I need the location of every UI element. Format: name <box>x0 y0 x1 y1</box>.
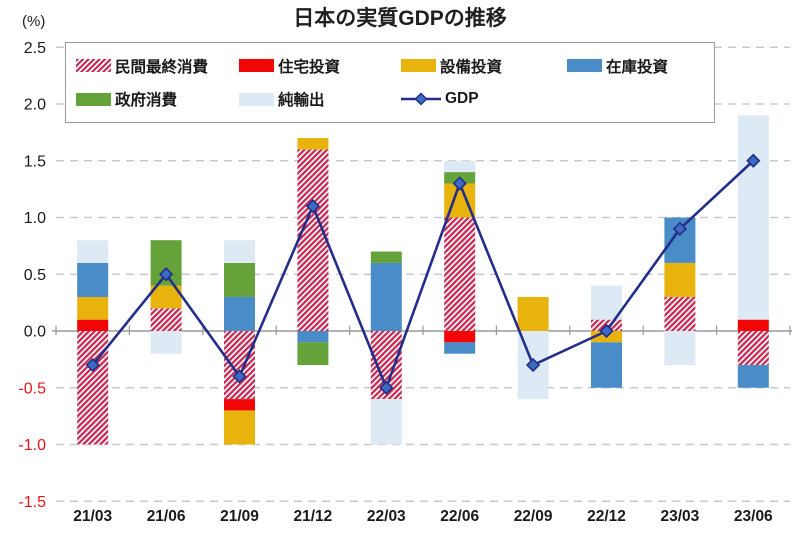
legend-item-純輸出: 純輸出 <box>239 88 401 110</box>
y-tick-label: 2.5 <box>24 40 46 57</box>
bar-segment-在庫投資 <box>737 365 769 388</box>
bar-segment-純輸出 <box>591 285 622 320</box>
x-tick-label: 22/12 <box>587 508 626 525</box>
bar-segment-純輸出 <box>150 331 182 354</box>
legend-item-設備投資: 設備投資 <box>401 55 567 77</box>
x-tick-label: 22/03 <box>367 508 406 525</box>
legend-swatch-純輸出 <box>239 92 274 106</box>
bar-segment-在庫投資 <box>224 296 255 331</box>
bar-segment-在庫投資 <box>370 262 402 331</box>
y-tick-label: 1.0 <box>24 210 46 227</box>
bar-segment-住宅投資 <box>77 319 109 331</box>
bar-segment-民間最終消費 <box>77 331 109 445</box>
x-tick-label: 21/09 <box>220 508 259 525</box>
bar-segment-設備投資 <box>150 285 182 309</box>
x-tick-label: 21/06 <box>147 508 186 525</box>
bar-segment-民間最終消費 <box>444 217 476 331</box>
bar-segment-住宅投資 <box>224 399 255 411</box>
bar-segment-設備投資 <box>297 138 329 150</box>
gdp-marker <box>452 176 467 191</box>
legend-swatch-住宅投資 <box>239 59 274 73</box>
bar-segment-政府消費 <box>297 342 329 366</box>
legend-label: 純輸出 <box>278 92 325 110</box>
gdp-marker <box>232 369 247 384</box>
bar-segment-民間最終消費 <box>737 331 769 366</box>
bar-segment-住宅投資 <box>444 331 476 343</box>
bar-segment-民間最終消費 <box>150 308 182 331</box>
bar-segment-民間最終消費 <box>664 296 696 331</box>
bar-segment-純輸出 <box>444 160 476 173</box>
bar-segment-在庫投資 <box>591 342 622 388</box>
legend-item-政府消費: 政府消費 <box>76 88 239 110</box>
y-tick-label: 0.5 <box>24 267 46 284</box>
y-tick-label: -0.5 <box>18 380 46 397</box>
x-tick-label: 22/09 <box>514 508 553 525</box>
x-tick-label: 23/06 <box>734 508 773 525</box>
gdp-marker <box>85 357 100 373</box>
legend-label: 住宅投資 <box>278 58 341 76</box>
bar-segment-設備投資 <box>224 410 255 445</box>
bar-segment-在庫投資 <box>77 262 109 297</box>
legend-label: 在庫投資 <box>606 58 669 76</box>
gdp-marker <box>599 323 614 339</box>
y-axis-unit-label: (%) <box>22 13 46 30</box>
bar-segment-純輸出 <box>664 331 696 366</box>
legend-item-GDP: GDP <box>401 90 567 108</box>
bar-segment-民間最終消費 <box>224 331 255 400</box>
gdp-marker <box>525 357 541 373</box>
legend-item-住宅投資: 住宅投資 <box>239 55 401 77</box>
y-tick-label: 1.5 <box>24 153 46 170</box>
bar-segment-設備投資 <box>77 296 109 320</box>
bar-segment-政府消費 <box>224 262 255 297</box>
y-tick-label: -1.5 <box>18 494 46 511</box>
y-tick-label: 2.0 <box>24 97 46 114</box>
bar-segment-政府消費 <box>370 251 402 263</box>
gdp-marker <box>672 221 688 236</box>
legend-swatch-設備投資 <box>401 59 436 73</box>
bar-segment-純輸出 <box>77 240 109 263</box>
legend-swatch-在庫投資 <box>567 59 602 73</box>
bar-segment-設備投資 <box>517 296 549 331</box>
bar-segment-純輸出 <box>370 399 402 445</box>
legend-swatch-民間最終消費 <box>76 59 111 73</box>
gdp-line <box>91 159 755 392</box>
x-tick-label: 22/06 <box>440 508 479 525</box>
bar-segment-設備投資 <box>664 262 696 297</box>
legend-label: 設備投資 <box>440 58 503 76</box>
legend-item-民間最終消費: 民間最終消費 <box>76 55 239 77</box>
bar-segment-住宅投資 <box>737 319 769 331</box>
x-tick-label: 21/12 <box>294 508 333 525</box>
bar-segment-在庫投資 <box>444 342 476 354</box>
y-tick-label: -1.0 <box>18 437 46 454</box>
gdp-line-swatch <box>401 92 441 106</box>
legend-item-在庫投資: 在庫投資 <box>567 55 714 77</box>
gdp-marker <box>158 267 174 282</box>
bar-segment-純輸出 <box>224 240 255 263</box>
x-tick-label: 23/03 <box>661 508 700 525</box>
legend: 民間最終消費 住宅投資 設備投資 在庫投資政府消費 純輸出 GDP <box>65 42 715 123</box>
y-tick-label: 0.0 <box>24 324 46 341</box>
legend-label: GDP <box>445 90 479 108</box>
bar-segment-純輸出 <box>737 115 769 320</box>
legend-label: 民間最終消費 <box>115 58 209 76</box>
chart-title: 日本の実質GDPの推移 <box>293 7 507 30</box>
bar-segment-在庫投資 <box>297 331 329 343</box>
legend-label: 政府消費 <box>115 92 178 110</box>
gdp-marker <box>305 199 321 214</box>
gdp-marker <box>379 380 394 395</box>
x-tick-label: 21/03 <box>73 508 112 525</box>
legend-swatch-政府消費 <box>76 92 111 106</box>
gdp-marker <box>746 153 761 168</box>
bar-segment-民間最終消費 <box>297 149 329 331</box>
